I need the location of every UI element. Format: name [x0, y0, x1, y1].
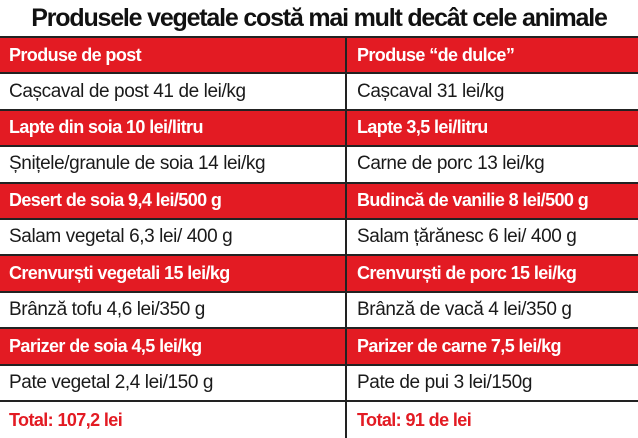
- post-product-cell: Pate vegetal 2,4 lei/150 g: [0, 365, 347, 400]
- dulce-product-cell: Cașcaval 31 lei/kg: [347, 74, 638, 109]
- dulce-product-cell: Budincă de vanilie 8 lei/500 g: [347, 183, 638, 218]
- table-row: Desert de soia 9,4 lei/500 g Budincă de …: [0, 183, 638, 220]
- table-header-row: Produse de post Produse “de dulce”: [0, 38, 638, 75]
- post-product-cell: Lapte din soia 10 lei/litru: [0, 110, 347, 146]
- column-header-post: Produse de post: [0, 38, 347, 73]
- post-product-cell: Brânză tofu 4,6 lei/350 g: [0, 292, 347, 328]
- table-row: Pate vegetal 2,4 lei/150 g Pate de pui 3…: [0, 365, 638, 402]
- table-row: Cașcaval de post 41 de lei/kg Cașcaval 3…: [0, 74, 638, 111]
- column-header-dulce: Produse “de dulce”: [347, 38, 638, 73]
- dulce-product-cell: Salam țărănesc 6 lei/ 400 g: [347, 219, 638, 255]
- dulce-product-cell: Brânză de vacă 4 lei/350 g: [347, 292, 638, 328]
- post-product-cell: Parizer de soia 4,5 lei/kg: [0, 329, 347, 364]
- total-post-cell: Total: 107,2 lei: [0, 401, 347, 438]
- page-title: Produsele vegetale costă mai mult decât …: [31, 4, 608, 32]
- table-row: Parizer de soia 4,5 lei/kg Parizer de ca…: [0, 329, 638, 366]
- table-row: Salam vegetal 6,3 lei/ 400 g Salam țărăn…: [0, 219, 638, 257]
- total-dulce-cell: Total: 91 de lei: [347, 401, 638, 438]
- price-comparison-table: Produse de post Produse “de dulce” Cașca…: [0, 36, 638, 438]
- dulce-product-cell: Lapte 3,5 lei/litru: [347, 110, 638, 146]
- dulce-product-cell: Pate de pui 3 lei/150g: [347, 365, 638, 400]
- post-product-cell: Cașcaval de post 41 de lei/kg: [0, 74, 347, 109]
- table-row: Brânză tofu 4,6 lei/350 g Brânză de vacă…: [0, 292, 638, 330]
- table-total-row: Total: 107,2 lei Total: 91 de lei: [0, 401, 638, 438]
- post-product-cell: Crenvurști vegetali 15 lei/kg: [0, 256, 347, 291]
- table-row: Crenvurști vegetali 15 lei/kg Crenvurști…: [0, 256, 638, 293]
- table-row: Șnițele/granule de soia 14 lei/kg Carne …: [0, 147, 638, 184]
- post-product-cell: Salam vegetal 6,3 lei/ 400 g: [0, 219, 347, 255]
- post-product-cell: Șnițele/granule de soia 14 lei/kg: [0, 147, 347, 182]
- post-product-cell: Desert de soia 9,4 lei/500 g: [0, 183, 347, 218]
- dulce-product-cell: Parizer de carne 7,5 lei/kg: [347, 329, 638, 364]
- dulce-product-cell: Carne de porc 13 lei/kg: [347, 147, 638, 182]
- table-row: Lapte din soia 10 lei/litru Lapte 3,5 le…: [0, 110, 638, 148]
- dulce-product-cell: Crenvurști de porc 15 lei/kg: [347, 256, 638, 291]
